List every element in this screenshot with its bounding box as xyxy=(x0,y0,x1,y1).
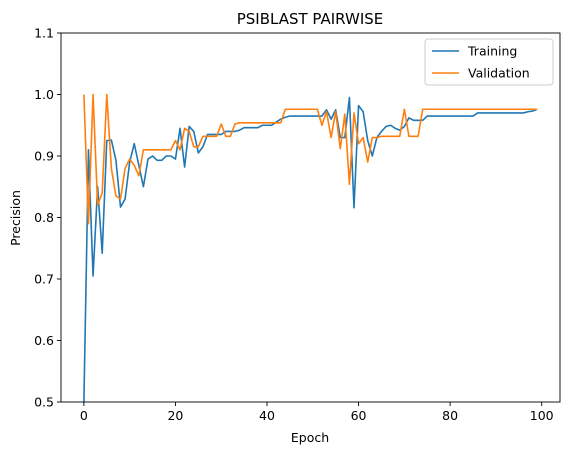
y-tick-label: 1.1 xyxy=(34,26,54,41)
y-tick-label: 0.7 xyxy=(34,272,54,287)
y-axis-label: Precision xyxy=(8,190,23,246)
y-tick-label: 1.0 xyxy=(34,87,54,102)
x-tick-label: 80 xyxy=(442,408,458,423)
x-axis: 0 20 40 60 80 100 xyxy=(80,402,554,423)
x-axis-label: Epoch xyxy=(291,430,329,445)
chart-title: PSIBLAST PAIRWISE xyxy=(237,10,384,28)
x-tick-label: 20 xyxy=(167,408,183,423)
x-tick-label: 60 xyxy=(351,408,367,423)
x-tick-label: 0 xyxy=(80,408,88,423)
legend-label-validation: Validation xyxy=(468,66,530,81)
y-tick-label: 0.5 xyxy=(34,395,54,410)
series-line-validation xyxy=(83,93,538,225)
legend: Training Validation xyxy=(424,38,554,86)
plot-area xyxy=(60,32,561,403)
x-tick-label: 40 xyxy=(259,408,275,423)
x-tick-label: 100 xyxy=(530,408,554,423)
legend-label-training: Training xyxy=(467,44,517,59)
y-tick-label: 0.6 xyxy=(34,333,54,348)
series-line-training xyxy=(83,96,538,402)
plot-frame xyxy=(60,32,561,403)
y-tick-label: 0.9 xyxy=(34,149,54,164)
y-axis: 0.5 0.6 0.7 0.8 0.9 1.0 1.1 xyxy=(34,26,61,410)
y-tick-label: 0.8 xyxy=(34,210,54,225)
